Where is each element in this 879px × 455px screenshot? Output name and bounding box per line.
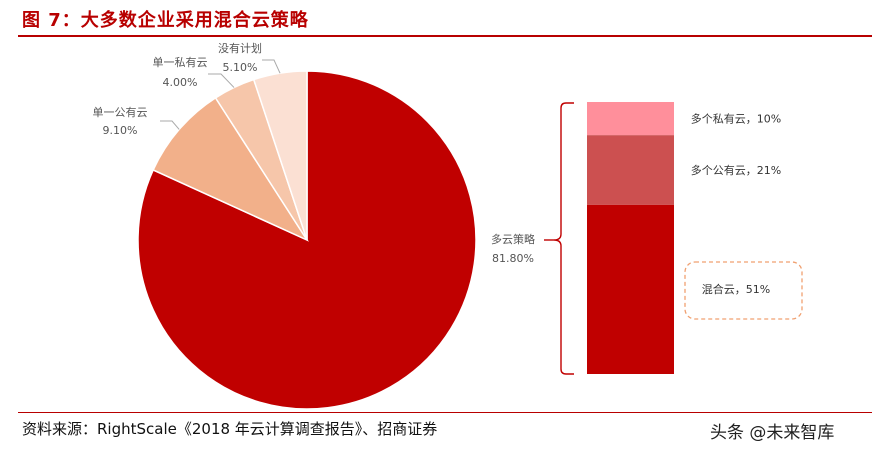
bar-segment-label: 多个私有云，10% [691, 112, 781, 126]
pie-label-name: 多云策略 [491, 232, 535, 246]
stacked-bar-labels: 多个私有云，10% 多个公有云，21% 混合云，51% [684, 112, 803, 320]
pie-slice-1 [152, 96, 310, 242]
watermark: 头条 @未来智库 [710, 423, 835, 443]
pie-slice-3 [252, 70, 308, 241]
chart-title: 图 7：大多数企业采用混合云策略 [22, 10, 309, 31]
pie-label-name: 单一公有云 [93, 105, 148, 119]
bracket-shape [553, 102, 574, 375]
pie-label-value: 81.80% [492, 252, 534, 265]
pie-labels: 单一公有云 9.10% 单一私有云 4.00% 没有计划 5.10% 多云策略 81.80% [93, 41, 536, 265]
leader-line-3 [262, 59, 281, 74]
bar-segment-2 [587, 204, 674, 374]
pie-label-name: 没有计划 [218, 41, 262, 55]
pie-slice-0 [137, 70, 477, 410]
pie-label-value: 5.10% [223, 61, 258, 74]
source-note: 资料来源：RightScale《2018 年云计算调查报告》、招商证券 [22, 420, 438, 438]
multi-cloud-bracket [544, 102, 574, 375]
highlight-callout [684, 261, 803, 320]
bar-segment-label: 多个公有云，21% [691, 163, 781, 177]
bar-segment-label: 混合云，51% [702, 282, 770, 296]
bar-segment-1 [587, 135, 674, 205]
pie-label-value: 9.10% [103, 124, 138, 137]
pie-label-name: 单一私有云 [153, 55, 208, 69]
stacked-bar [587, 102, 674, 374]
bar-segment-0 [587, 102, 674, 136]
pie-label-value: 4.00% [163, 76, 198, 89]
title-divider [18, 35, 872, 37]
footer-divider [18, 412, 872, 413]
leader-line-1 [160, 120, 180, 130]
leader-line-2 [208, 73, 235, 88]
pie-chart [137, 70, 477, 410]
